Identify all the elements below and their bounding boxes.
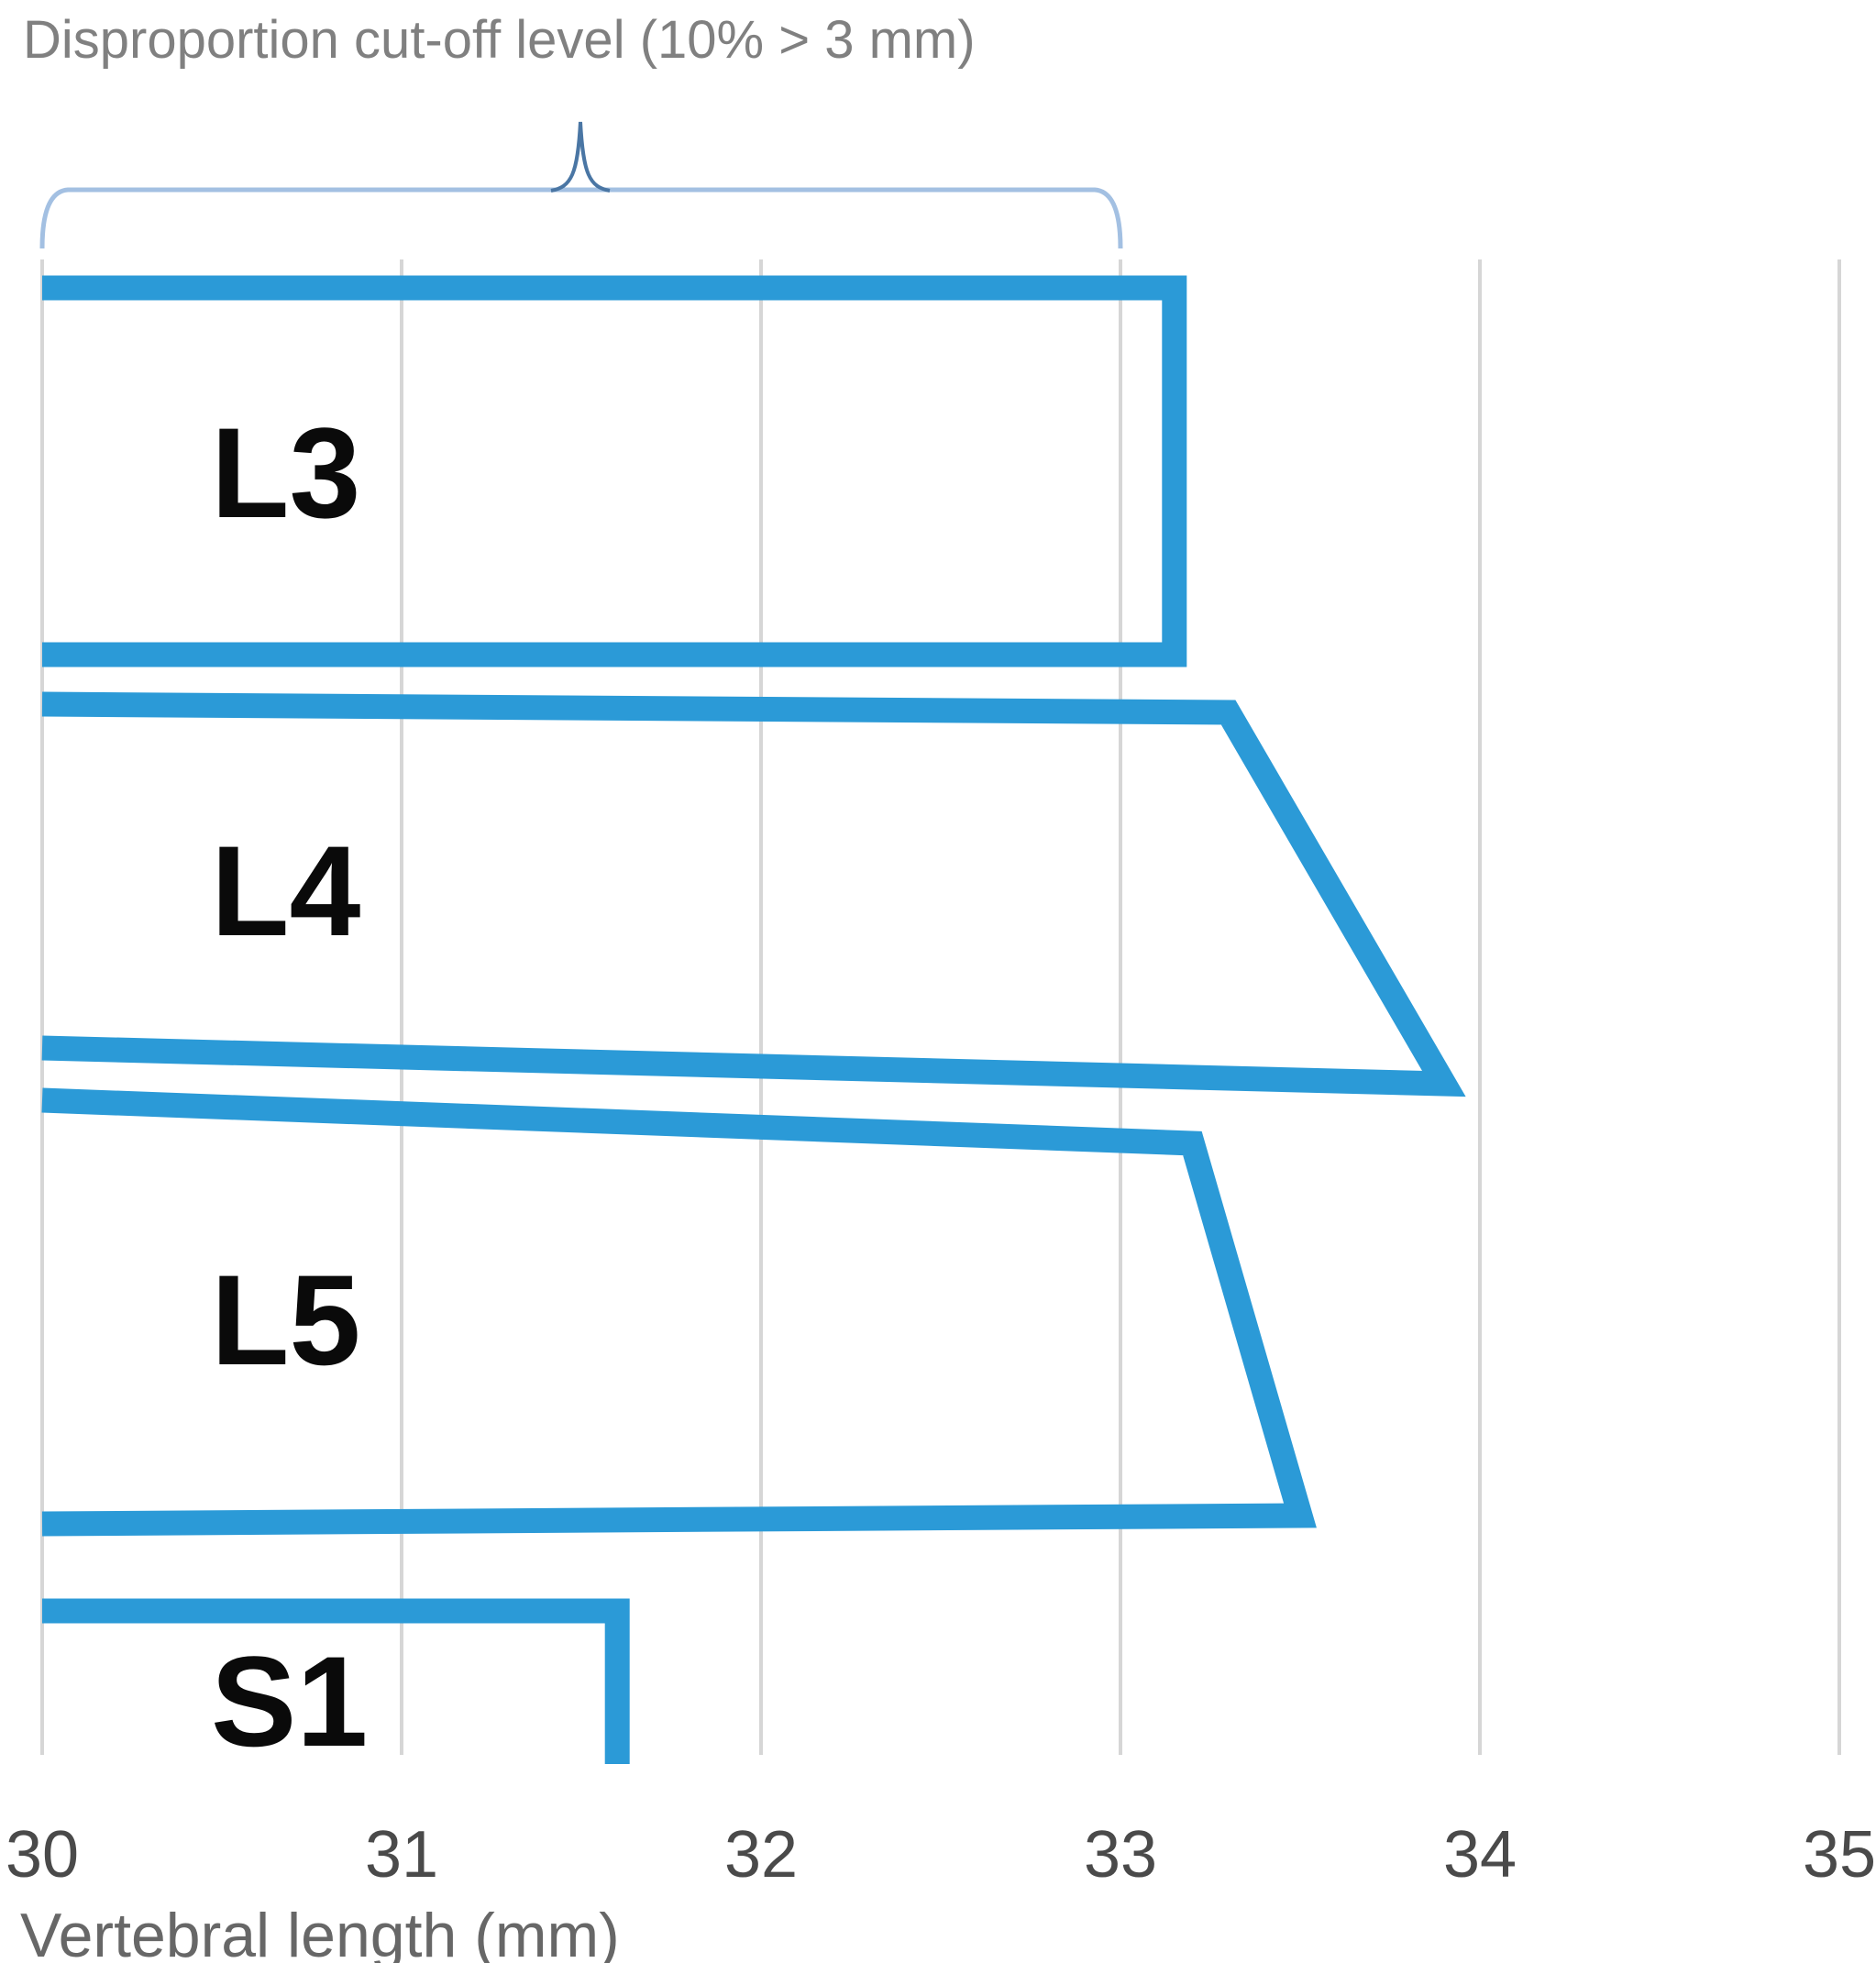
chart-title: Disproportion cut-off level (10% > 3 mm): [23, 10, 976, 70]
x-tick-label-31: 31: [364, 1818, 439, 1891]
bar-S1: [42, 1598, 630, 1764]
x-axis-title: Vertebral length (mm): [20, 1901, 620, 1963]
brace-annotation: [39, 187, 1123, 249]
bar-L3: [42, 275, 1187, 667]
brace-peak: [550, 121, 611, 193]
x-tick-label-35: 35: [1802, 1818, 1876, 1891]
bar-label-L5: L5: [211, 1248, 361, 1392]
bar-label-S1: S1: [211, 1629, 369, 1773]
bar-L5: [41, 1087, 1317, 1537]
x-tick-label-34: 34: [1442, 1818, 1517, 1891]
bar-L4: [41, 691, 1466, 1097]
x-tick-label-33: 33: [1083, 1818, 1158, 1891]
x-tick-label-30: 30: [5, 1818, 80, 1891]
x-tick-label-32: 32: [723, 1818, 799, 1891]
bar-label-L3: L3: [211, 401, 361, 545]
bar-label-L4: L4: [211, 819, 361, 963]
